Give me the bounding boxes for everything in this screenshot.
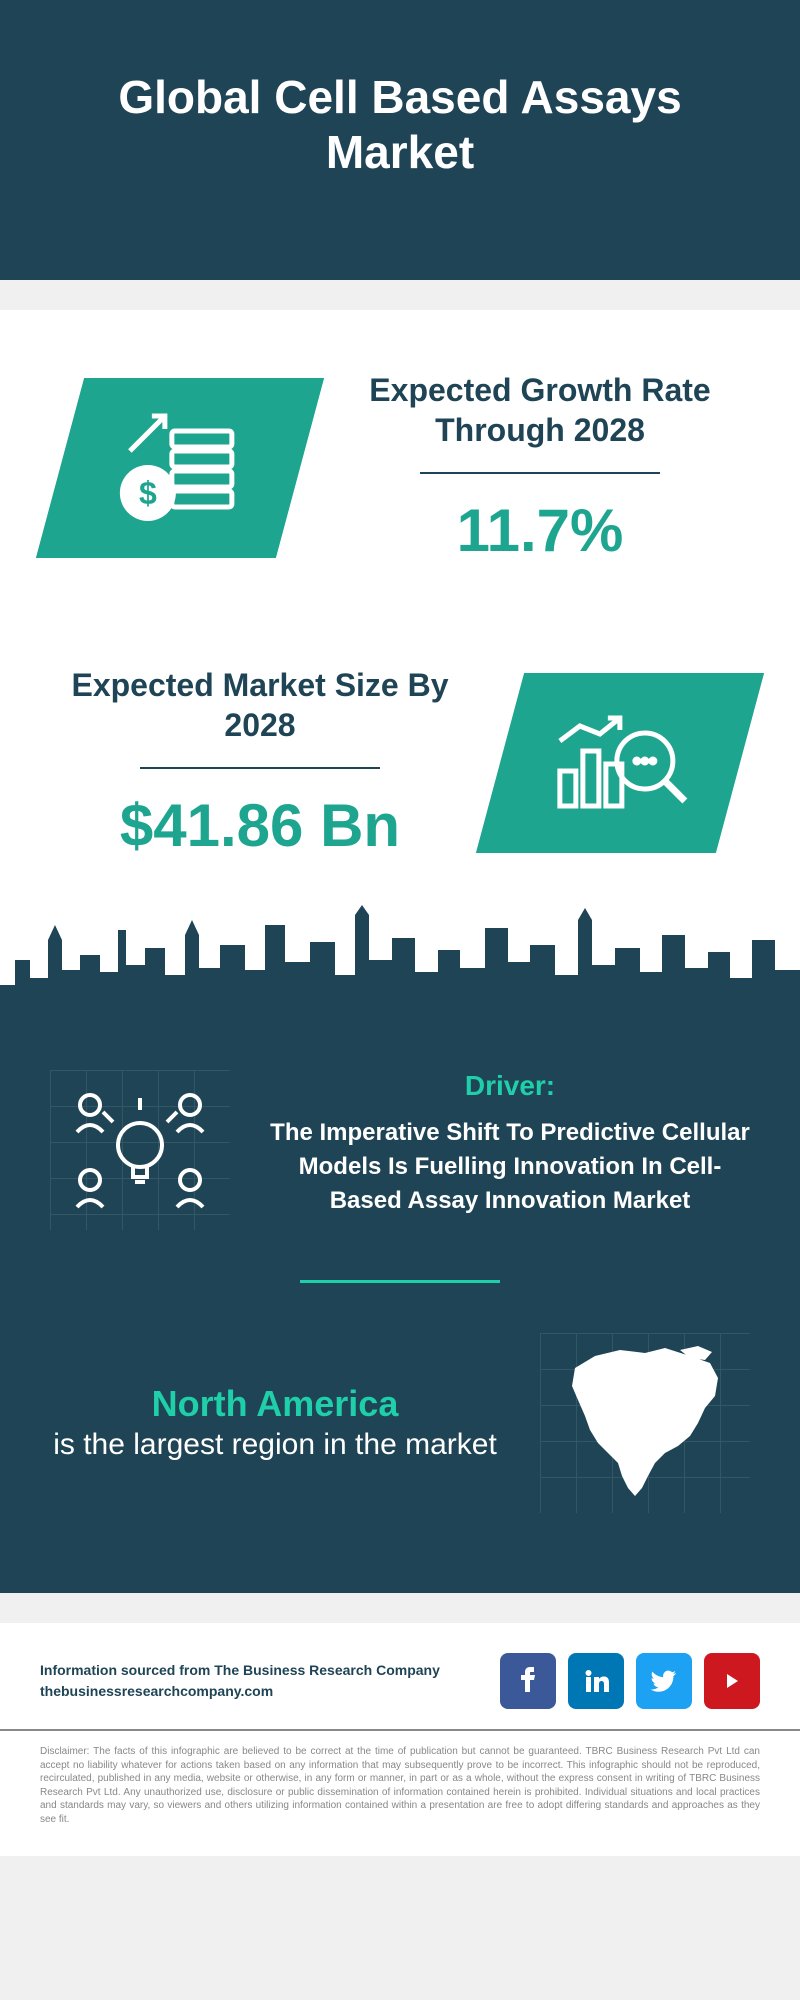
svg-text:$: $	[139, 474, 157, 510]
market-value: $41.86 Bn	[60, 791, 460, 860]
linkedin-link[interactable]	[568, 1653, 624, 1709]
region-block: North America is the largest region in t…	[50, 1333, 750, 1513]
growth-stat-text: Expected Growth Rate Through 2028 11.7%	[340, 370, 740, 565]
growth-rate-section: $ Expected Growth Rate Through 2028 11.7…	[0, 310, 800, 605]
region-description: is the largest region in the market	[50, 1425, 500, 1464]
region-icon-wrap	[540, 1333, 750, 1513]
driver-text: Driver: The Imperative Shift To Predicti…	[270, 1070, 750, 1217]
divider	[140, 767, 380, 769]
header: Global Cell Based Assays Market	[0, 0, 800, 280]
chart-search-icon	[545, 695, 695, 825]
section-gap	[0, 1593, 800, 1623]
footer-text: Information sourced from The Business Re…	[40, 1660, 440, 1702]
growth-label: Expected Growth Rate Through 2028	[340, 370, 740, 450]
social-links	[500, 1653, 760, 1709]
disclaimer: Disclaimer: The facts of this infographi…	[0, 1731, 800, 1856]
linkedin-icon	[581, 1666, 611, 1696]
market-size-section: Expected Market Size By 2028 $41.86 Bn	[0, 605, 800, 900]
infographic-container: Global Cell Based Assays Market $	[0, 0, 800, 1856]
divider	[420, 472, 660, 474]
teal-divider	[300, 1280, 500, 1283]
market-stat-text: Expected Market Size By 2028 $41.86 Bn	[60, 665, 460, 860]
driver-label: Driver:	[270, 1070, 750, 1102]
growth-icon-shape: $	[36, 378, 324, 558]
market-icon-shape	[476, 673, 764, 853]
region-text: North America is the largest region in t…	[50, 1383, 500, 1464]
twitter-link[interactable]	[636, 1653, 692, 1709]
youtube-icon	[715, 1664, 749, 1698]
dark-section: Driver: The Imperative Shift To Predicti…	[0, 1020, 800, 1593]
facebook-icon	[513, 1666, 543, 1696]
money-growth-icon: $	[110, 400, 250, 530]
youtube-link[interactable]	[704, 1653, 760, 1709]
driver-description: The Imperative Shift To Predictive Cellu…	[270, 1116, 750, 1217]
market-label: Expected Market Size By 2028	[60, 665, 460, 745]
region-name: North America	[50, 1383, 500, 1425]
driver-icon-wrap	[50, 1070, 230, 1230]
section-gap	[0, 280, 800, 310]
facebook-link[interactable]	[500, 1653, 556, 1709]
page-title: Global Cell Based Assays Market	[50, 70, 750, 180]
twitter-icon	[649, 1666, 679, 1696]
skyline-divider	[0, 900, 800, 1020]
north-america-map-icon	[550, 1338, 740, 1508]
footer-line1: Information sourced from The Business Re…	[40, 1660, 440, 1681]
footer-line2: thebusinessresearchcompany.com	[40, 1681, 440, 1702]
driver-block: Driver: The Imperative Shift To Predicti…	[50, 1070, 750, 1230]
skyline-icon	[0, 900, 800, 1020]
team-idea-icon	[65, 1080, 215, 1220]
footer: Information sourced from The Business Re…	[0, 1623, 800, 1731]
growth-value: 11.7%	[340, 496, 740, 565]
